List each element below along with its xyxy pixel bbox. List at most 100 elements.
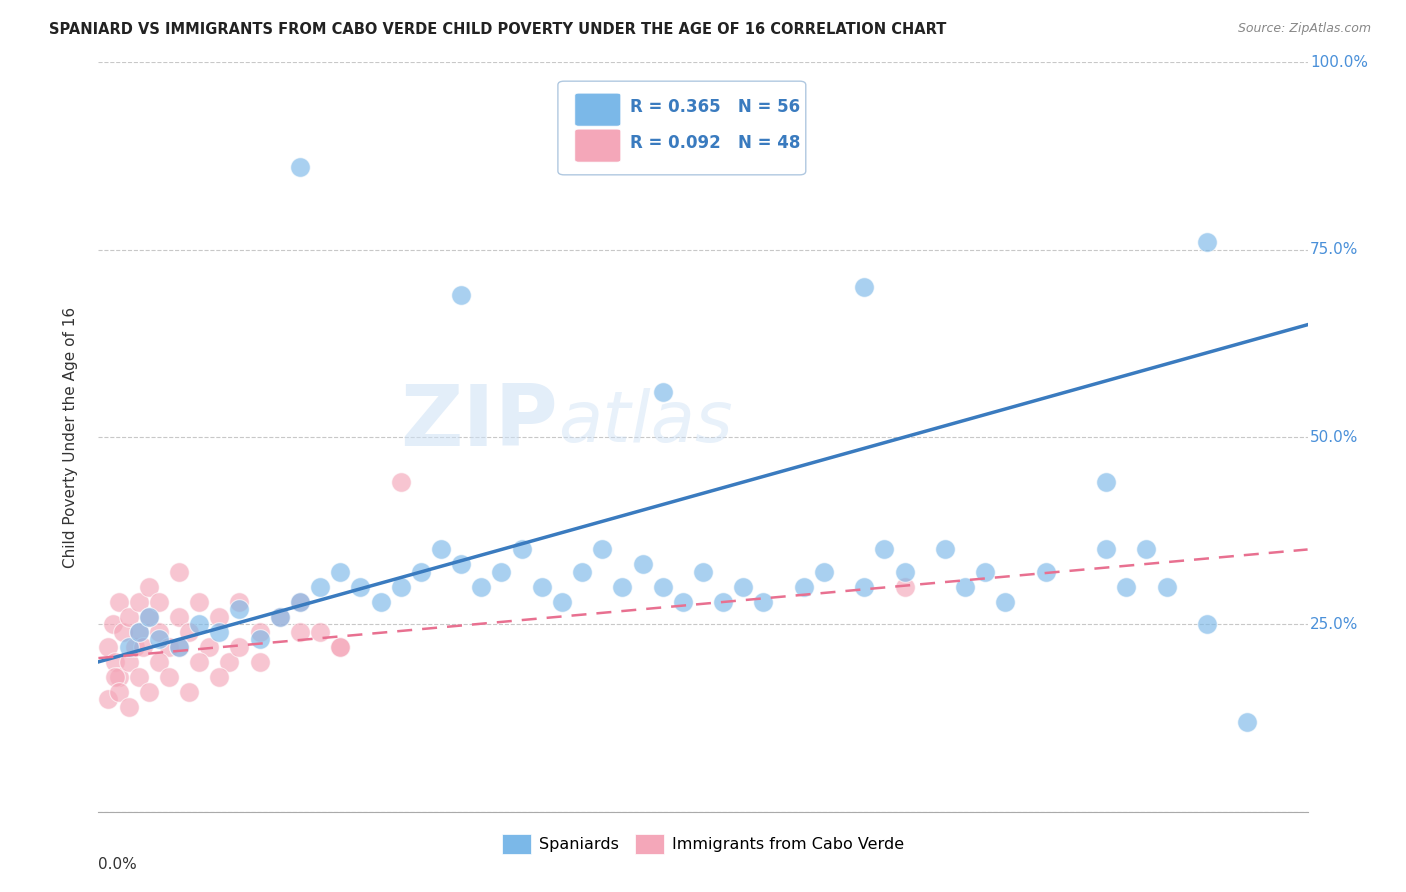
Text: 0.0%: 0.0% — [98, 856, 138, 871]
Point — [269, 610, 291, 624]
Point — [111, 624, 134, 639]
Point — [228, 640, 250, 654]
Point — [157, 640, 180, 654]
Point — [107, 685, 129, 699]
Point — [249, 632, 271, 647]
Point — [853, 280, 876, 294]
Point — [118, 699, 141, 714]
Point — [138, 580, 160, 594]
Point — [1115, 580, 1137, 594]
Text: R = 0.365   N = 56: R = 0.365 N = 56 — [630, 98, 800, 116]
Point — [208, 610, 231, 624]
Point — [329, 565, 352, 579]
Text: R = 0.092   N = 48: R = 0.092 N = 48 — [630, 135, 801, 153]
Point — [1195, 617, 1218, 632]
Point — [349, 580, 371, 594]
Text: 50.0%: 50.0% — [1310, 430, 1358, 444]
Point — [612, 580, 634, 594]
Point — [179, 685, 201, 699]
Point — [591, 542, 613, 557]
Point — [1156, 580, 1178, 594]
Point — [631, 558, 654, 572]
Point — [309, 624, 332, 639]
Point — [167, 565, 190, 579]
Text: ZIP: ZIP — [401, 381, 558, 464]
Point — [409, 565, 432, 579]
Point — [132, 640, 155, 654]
Text: 25.0%: 25.0% — [1310, 617, 1358, 632]
Point — [1095, 542, 1118, 557]
Point — [118, 655, 141, 669]
Point — [128, 624, 150, 639]
Point — [329, 640, 352, 654]
Point — [148, 655, 170, 669]
Point — [124, 640, 146, 654]
Legend: Spaniards, Immigrants from Cabo Verde: Spaniards, Immigrants from Cabo Verde — [496, 828, 910, 860]
Point — [288, 595, 311, 609]
Point — [167, 610, 190, 624]
Point — [118, 610, 141, 624]
Point — [103, 670, 125, 684]
Point — [893, 565, 915, 579]
Point — [288, 624, 311, 639]
Point — [107, 595, 129, 609]
Text: 75.0%: 75.0% — [1310, 243, 1358, 257]
Point — [107, 670, 129, 684]
Point — [128, 670, 150, 684]
Point — [198, 640, 221, 654]
Point — [450, 287, 472, 301]
Point — [101, 617, 124, 632]
Point — [994, 595, 1017, 609]
Point — [208, 624, 231, 639]
Point — [249, 624, 271, 639]
Point — [711, 595, 734, 609]
Point — [188, 595, 211, 609]
Point — [953, 580, 976, 594]
Point — [97, 640, 120, 654]
Point — [752, 595, 775, 609]
Point — [793, 580, 815, 594]
Point — [148, 624, 170, 639]
Point — [974, 565, 997, 579]
Point — [510, 542, 533, 557]
Point — [188, 655, 211, 669]
Point — [138, 610, 160, 624]
Point — [491, 565, 513, 579]
Point — [179, 624, 201, 639]
Point — [651, 385, 673, 400]
Point — [208, 670, 231, 684]
Point — [249, 655, 271, 669]
Point — [138, 685, 160, 699]
Text: SPANIARD VS IMMIGRANTS FROM CABO VERDE CHILD POVERTY UNDER THE AGE OF 16 CORRELA: SPANIARD VS IMMIGRANTS FROM CABO VERDE C… — [49, 22, 946, 37]
Point — [1095, 475, 1118, 489]
Point — [288, 161, 311, 175]
Point — [733, 580, 755, 594]
Point — [551, 595, 574, 609]
Point — [148, 632, 170, 647]
Point — [157, 670, 180, 684]
Point — [470, 580, 492, 594]
Point — [167, 640, 190, 654]
Point — [873, 542, 896, 557]
Point — [288, 595, 311, 609]
FancyBboxPatch shape — [558, 81, 806, 175]
Point — [530, 580, 553, 594]
FancyBboxPatch shape — [575, 93, 621, 126]
Point — [692, 565, 714, 579]
Point — [389, 580, 412, 594]
Point — [893, 580, 915, 594]
Point — [309, 580, 332, 594]
Point — [1195, 235, 1218, 250]
Point — [269, 610, 291, 624]
Point — [128, 624, 150, 639]
Point — [813, 565, 835, 579]
Point — [138, 610, 160, 624]
Point — [430, 542, 453, 557]
Point — [188, 617, 211, 632]
Point — [370, 595, 392, 609]
Point — [148, 595, 170, 609]
Text: 100.0%: 100.0% — [1310, 55, 1368, 70]
Point — [228, 602, 250, 616]
Text: Source: ZipAtlas.com: Source: ZipAtlas.com — [1237, 22, 1371, 36]
Point — [1236, 714, 1258, 729]
